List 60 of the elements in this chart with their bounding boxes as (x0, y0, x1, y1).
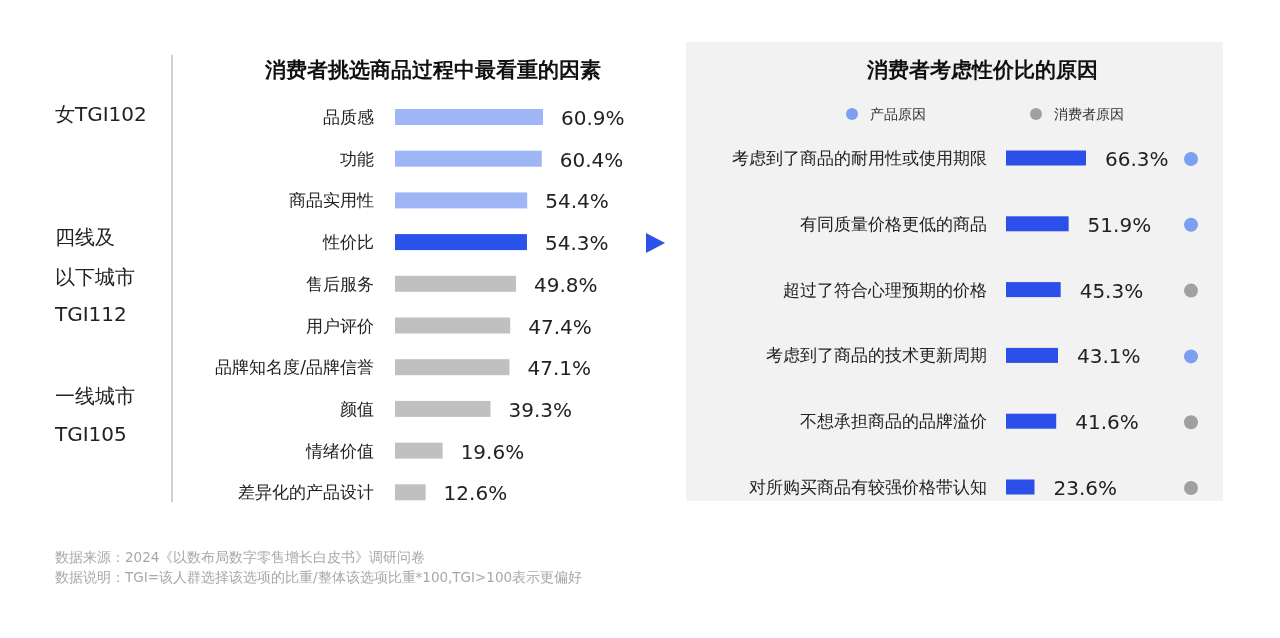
chart-title: 消费者考虑性价比的原因 (865, 58, 1098, 82)
text: TGI105 (54, 422, 127, 446)
text: 消费者原因 (1054, 106, 1124, 122)
y-tick-label: 对所购买商品有较强价格带认知 (749, 477, 987, 497)
data-label: 60.4% (559, 147, 624, 172)
text: 四线及 (55, 225, 115, 249)
source-note: 数据来源：2024《以数布局数字零售增长白皮书》调研问卷 (55, 549, 426, 565)
bar (395, 359, 510, 376)
bar (1006, 413, 1057, 429)
bar (395, 275, 517, 292)
text: 一线城市 (55, 384, 135, 408)
bar (1006, 479, 1035, 495)
y-tick-label: 差异化的产品设计 (238, 482, 374, 503)
text: TGI112 (54, 302, 127, 326)
y-tick-label: 不想承担商品的品牌溢价 (800, 411, 987, 432)
bar (1006, 282, 1061, 298)
text: 数据说明：TGI=该人群选择该选项的比重/整体该选项比重*100,TGI>100表示更偏好 (55, 569, 583, 585)
y-tick-label: 品牌知名度/品牌信誉 (215, 357, 374, 378)
y-tick-label: 商品实用性 (289, 190, 374, 211)
y-tick-label: 超过了符合心理预期的价格 (783, 279, 987, 300)
y-tick-label: 颜值 (340, 398, 374, 419)
text: 产品原因 (870, 106, 926, 122)
data-label: 60.9% (561, 106, 625, 130)
bar (395, 317, 511, 334)
data-label: 51.9% (1087, 212, 1152, 237)
bar (1006, 150, 1086, 166)
y-tick-label: 用户评价 (306, 315, 374, 336)
bar (1006, 347, 1059, 363)
data-label: 66.3% (1105, 147, 1169, 171)
data-label: 43.1% (1077, 344, 1141, 369)
text: 以下城市 (55, 265, 135, 289)
data-label: 47.1% (527, 356, 592, 381)
data-label: 54.4% (545, 189, 609, 214)
data-label: 12.6% (443, 481, 508, 506)
text: 女TGI102 (55, 102, 147, 126)
y-tick-label: 售后服务 (306, 273, 374, 294)
data-label: 49.8% (534, 272, 598, 297)
y-tick-label: 性价比 (322, 232, 374, 253)
y-tick-label: 情绪价值 (305, 440, 374, 461)
bar (395, 234, 527, 251)
y-tick-label: 考虑到了商品的耐用性或使用期限 (732, 148, 987, 168)
y-tick-label: 考虑到了商品的技术更新周期 (766, 345, 987, 366)
bar (395, 109, 543, 125)
data-label: 19.6% (460, 439, 525, 464)
bar (395, 484, 426, 501)
data-label: 54.3% (544, 231, 609, 256)
y-tick-label: 功能 (340, 148, 374, 169)
data-label: 47.4% (528, 314, 592, 339)
bar (1006, 216, 1069, 232)
bar (395, 442, 443, 459)
bar (395, 192, 528, 209)
y-tick-label: 品质感 (323, 107, 374, 127)
bar (395, 150, 542, 167)
data-label: 41.6% (1075, 410, 1139, 435)
data-label: 45.3% (1079, 278, 1144, 303)
bar (395, 400, 491, 417)
chart-title: 消费者挑选商品过程中最看重的因素 (264, 58, 601, 82)
data-label: 39.3% (508, 397, 573, 422)
data-label: 23.6% (1053, 476, 1118, 500)
y-tick-label: 有同质量价格更低的商品 (800, 213, 987, 234)
